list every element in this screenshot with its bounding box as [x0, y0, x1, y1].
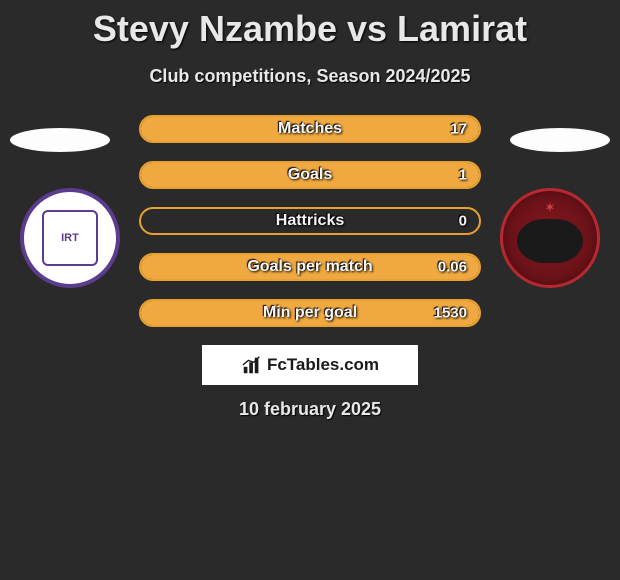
stat-row-goals-per-match: Goals per match 0.06 — [139, 253, 481, 281]
logo-text: FcTables.com — [267, 355, 379, 375]
stat-row-matches: Matches 17 — [139, 115, 481, 143]
stat-value-right: 0.06 — [438, 259, 467, 276]
stat-value-right: 0 — [459, 213, 467, 230]
stat-label: Hattricks — [276, 212, 344, 230]
stat-row-min-per-goal: Min per goal 1530 — [139, 299, 481, 327]
stat-label: Matches — [278, 120, 342, 138]
stat-row-hattricks: Hattricks 0 — [139, 207, 481, 235]
stat-value-right: 1 — [459, 167, 467, 184]
stat-value-right: 1530 — [434, 305, 467, 322]
stat-label: Min per goal — [263, 304, 357, 322]
stat-row-goals: Goals 1 — [139, 161, 481, 189]
stat-label: Goals — [288, 166, 332, 184]
page-title: Stevy Nzambe vs Lamirat — [0, 0, 620, 50]
right-club-badge: ✶ — [500, 188, 600, 288]
right-player-placeholder — [510, 128, 610, 152]
stat-rows: Matches 17 Goals 1 Hattricks 0 Goals per… — [139, 115, 481, 327]
subtitle: Club competitions, Season 2024/2025 — [0, 66, 620, 87]
left-player-placeholder — [10, 128, 110, 152]
left-club-badge: IRT — [20, 188, 120, 288]
stat-label: Goals per match — [247, 258, 372, 276]
date: 10 february 2025 — [0, 399, 620, 420]
fctables-logo[interactable]: FcTables.com — [202, 345, 418, 385]
bar-chart-icon — [241, 354, 263, 376]
star-icon: ✶ — [544, 199, 556, 216]
stat-value-right: 17 — [450, 121, 467, 138]
left-badge-initials: IRT — [42, 210, 98, 266]
